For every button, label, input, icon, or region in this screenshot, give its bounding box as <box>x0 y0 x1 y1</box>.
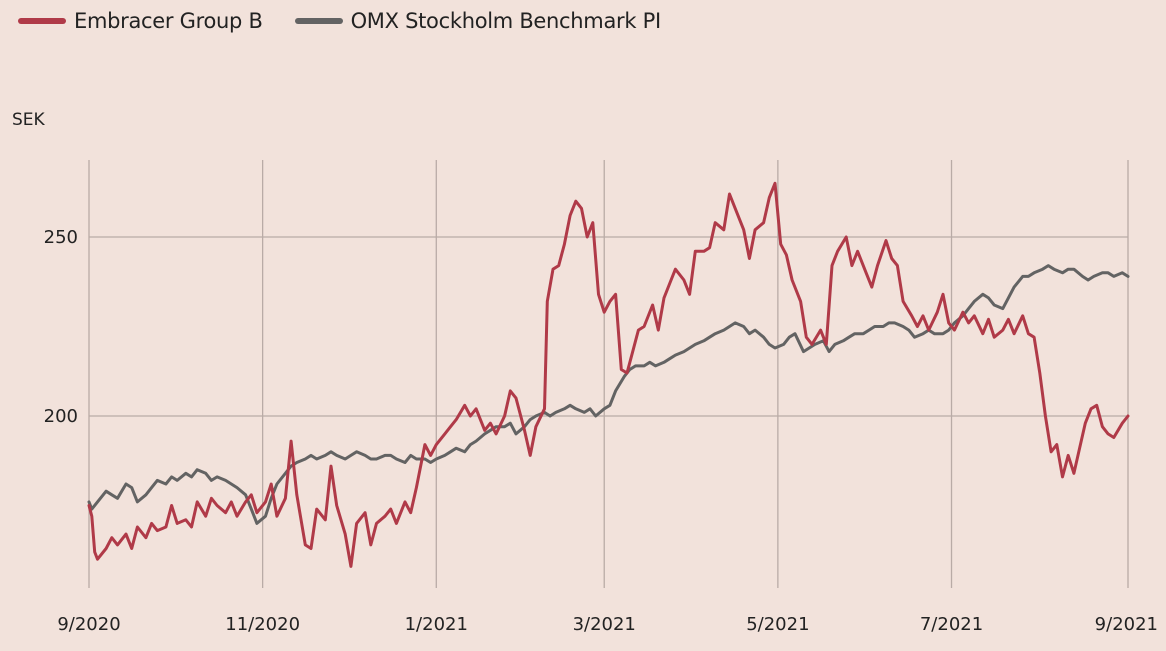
x-tick-label-6: 9/2021 <box>1095 614 1158 635</box>
series-line-embracer[interactable] <box>87 181 1130 568</box>
x-tick-label-4: 5/2021 <box>746 614 809 635</box>
x-tick-label-0: 9/2020 <box>57 614 120 635</box>
axis-labels: 200 250 9/2020 11/2020 1/2021 3/2021 5/2021 7/2… <box>44 227 1158 635</box>
x-tick-label-5: 7/2021 <box>920 614 983 635</box>
legend-label-omx: OMX Stockholm Benchmark PI <box>350 9 662 33</box>
x-tick-label-1: 11/2020 <box>225 614 300 635</box>
x-tick-label-2: 1/2021 <box>405 614 468 635</box>
legend-item-omx[interactable]: OMX Stockholm Benchmark PI <box>294 9 662 33</box>
x-tick-label-3: 3/2021 <box>573 614 636 635</box>
legend-item-embracer[interactable]: Embracer Group B <box>18 9 263 33</box>
legend-swatch-embracer <box>18 18 66 24</box>
grid-lines <box>88 160 1129 588</box>
chart-legend: Embracer Group B OMX Stockholm Benchmark… <box>18 6 693 36</box>
legend-label-embracer: Embracer Group B <box>74 9 263 33</box>
legend-swatch-omx <box>294 18 343 24</box>
series-layer <box>87 181 1130 568</box>
y-tick-label-250: 250 <box>44 227 78 248</box>
y-tick-label-200: 200 <box>44 406 78 427</box>
series-line-omx[interactable] <box>87 264 1130 525</box>
y-axis-unit-label: SEK <box>12 110 45 130</box>
